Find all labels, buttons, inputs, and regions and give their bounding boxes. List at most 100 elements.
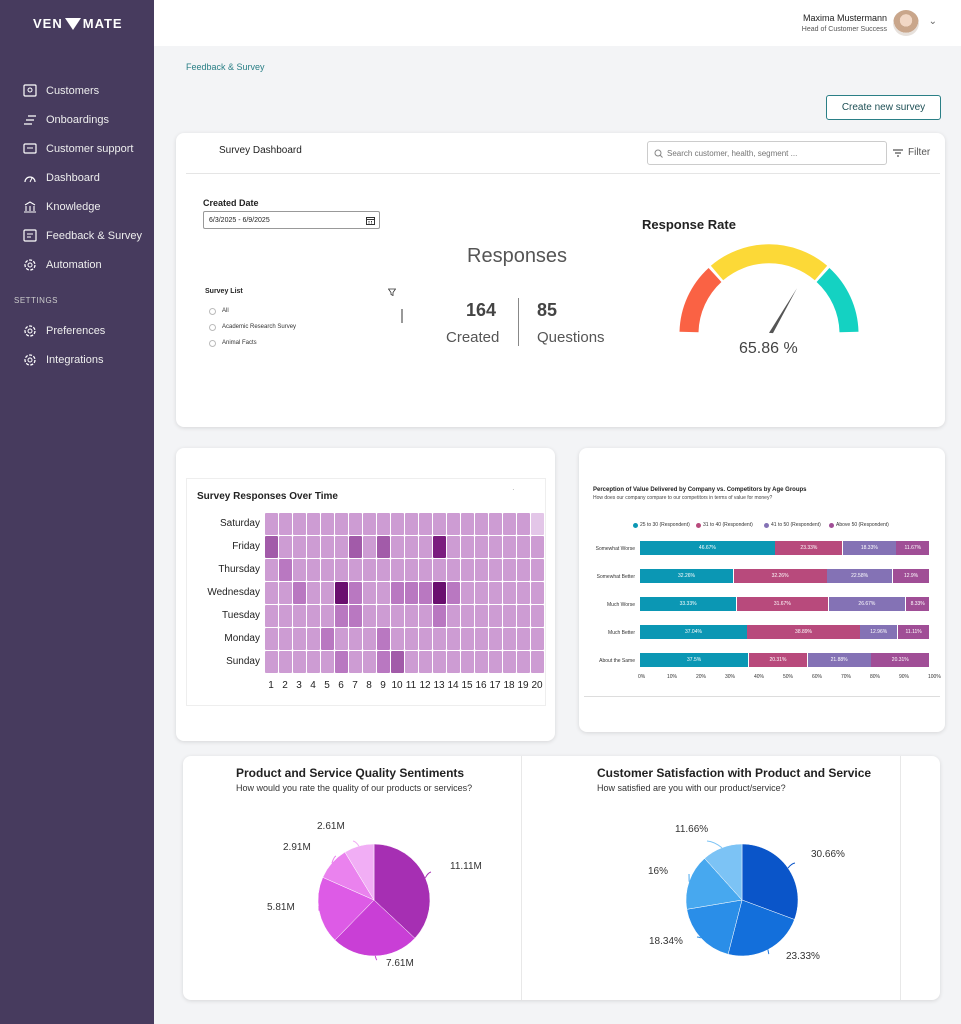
- heatmap-cell[interactable]: [265, 582, 278, 604]
- heatmap-cell[interactable]: [377, 628, 390, 650]
- heatmap-cell[interactable]: [405, 536, 418, 558]
- checkbox[interactable]: [209, 339, 216, 347]
- survey-list-item[interactable]: Animal Facts: [209, 335, 296, 351]
- heatmap-cell[interactable]: [433, 536, 446, 558]
- nav-item-automation[interactable]: Automation: [22, 250, 152, 279]
- nav-item-customers[interactable]: Customers: [22, 76, 152, 105]
- bar-segment[interactable]: 11.11%: [897, 625, 930, 639]
- heatmap-cell[interactable]: [419, 605, 432, 627]
- heatmap-cell[interactable]: [517, 651, 530, 673]
- heatmap-cell[interactable]: [405, 559, 418, 581]
- bar-segment[interactable]: 37.04%: [640, 625, 747, 639]
- nav-item-integrations[interactable]: Integrations: [22, 345, 152, 374]
- bar-segment[interactable]: 38.89%: [747, 625, 860, 639]
- heatmap-cell[interactable]: [363, 559, 376, 581]
- heatmap-cell[interactable]: [475, 559, 488, 581]
- heatmap-cell[interactable]: [461, 513, 474, 535]
- heatmap-cell[interactable]: [377, 582, 390, 604]
- heatmap-cell[interactable]: [335, 605, 348, 627]
- heatmap-cell[interactable]: [307, 605, 320, 627]
- bar-segment[interactable]: 46.67%: [640, 541, 775, 555]
- heatmap-cell[interactable]: [503, 605, 516, 627]
- bar-segment[interactable]: 31.67%: [736, 597, 828, 611]
- heatmap-cell[interactable]: [447, 536, 460, 558]
- nav-item-preferences[interactable]: Preferences: [22, 316, 152, 345]
- heatmap-cell[interactable]: [433, 559, 446, 581]
- heatmap-cell[interactable]: [405, 651, 418, 673]
- heatmap-cell[interactable]: [517, 605, 530, 627]
- heatmap-cell[interactable]: [363, 536, 376, 558]
- heatmap-cell[interactable]: [419, 651, 432, 673]
- heatmap-cell[interactable]: [391, 582, 404, 604]
- bar-segment[interactable]: 37.5%: [640, 653, 749, 667]
- heatmap-cell[interactable]: [503, 513, 516, 535]
- heatmap-cell[interactable]: [335, 628, 348, 650]
- heatmap-cell[interactable]: [265, 559, 278, 581]
- heatmap-cell[interactable]: [335, 513, 348, 535]
- heatmap-cell[interactable]: [377, 651, 390, 673]
- heatmap-cell[interactable]: [419, 628, 432, 650]
- pie-slice[interactable]: [704, 843, 743, 901]
- nav-item-dashboard[interactable]: Dashboard: [22, 163, 152, 192]
- heatmap-cell[interactable]: [321, 513, 334, 535]
- heatmap-cell[interactable]: [335, 559, 348, 581]
- nav-item-knowledge[interactable]: Knowledge: [22, 192, 152, 221]
- legend-item[interactable]: 31 to 40 (Respondent): [696, 522, 753, 528]
- heatmap-cell[interactable]: [279, 582, 292, 604]
- brand-logo[interactable]: VEN MATE: [33, 16, 123, 31]
- bar-segment[interactable]: 23.33%: [775, 541, 843, 555]
- heatmap-cell[interactable]: [279, 536, 292, 558]
- heatmap-cell[interactable]: [377, 513, 390, 535]
- heatmap-cell[interactable]: [293, 582, 306, 604]
- heatmap-cell[interactable]: [503, 628, 516, 650]
- heatmap-cell[interactable]: [489, 559, 502, 581]
- heatmap-cell[interactable]: [363, 651, 376, 673]
- heatmap-cell[interactable]: [475, 582, 488, 604]
- heatmap-cell[interactable]: [447, 513, 460, 535]
- bar-segment[interactable]: 18.33%: [843, 541, 896, 555]
- heatmap-cell[interactable]: [335, 651, 348, 673]
- bar-segment[interactable]: 33.33%: [640, 597, 737, 611]
- heatmap-cell[interactable]: [461, 536, 474, 558]
- heatmap-cell[interactable]: [475, 651, 488, 673]
- heatmap-cell[interactable]: [405, 628, 418, 650]
- bar-segment[interactable]: 8.33%: [905, 597, 930, 611]
- heatmap-cell[interactable]: [517, 559, 530, 581]
- heatmap-cell[interactable]: [503, 582, 516, 604]
- heatmap-cell[interactable]: [531, 536, 544, 558]
- heatmap-cell[interactable]: [531, 605, 544, 627]
- heatmap-cell[interactable]: [475, 536, 488, 558]
- heatmap-cell[interactable]: [307, 628, 320, 650]
- bar-segment[interactable]: 32.26%: [640, 569, 734, 583]
- checkbox[interactable]: [209, 307, 216, 315]
- heatmap-cell[interactable]: [433, 582, 446, 604]
- heatmap-cell[interactable]: [489, 582, 502, 604]
- heatmap-cell[interactable]: [447, 651, 460, 673]
- bar-segment[interactable]: 21.88%: [807, 653, 871, 667]
- pie-slice[interactable]: [334, 899, 416, 957]
- heatmap-cell[interactable]: [461, 605, 474, 627]
- heatmap-cell[interactable]: [293, 605, 306, 627]
- user-info[interactable]: Maxima Mustermann Head of Customer Succe…: [802, 13, 887, 33]
- heatmap-cell[interactable]: [363, 582, 376, 604]
- heatmap-cell[interactable]: [307, 536, 320, 558]
- heatmap-cell[interactable]: [447, 628, 460, 650]
- heatmap-cell[interactable]: [265, 605, 278, 627]
- heatmap-cell[interactable]: [307, 582, 320, 604]
- heatmap-cell[interactable]: [279, 605, 292, 627]
- heatmap-cell[interactable]: [321, 559, 334, 581]
- breadcrumb[interactable]: Feedback & Survey: [186, 62, 265, 72]
- heatmap-cell[interactable]: [293, 651, 306, 673]
- nav-item-onboardings[interactable]: Onboardings: [22, 105, 152, 134]
- heatmap-cell[interactable]: [391, 651, 404, 673]
- heatmap-cell[interactable]: [531, 628, 544, 650]
- filter-funnel-icon[interactable]: [388, 288, 396, 296]
- survey-list-item[interactable]: Academic Research Survey: [209, 319, 296, 335]
- heatmap-cell[interactable]: [419, 582, 432, 604]
- heatmap-cell[interactable]: [447, 559, 460, 581]
- heatmap-cell[interactable]: [531, 651, 544, 673]
- heatmap-cell[interactable]: [265, 651, 278, 673]
- legend-item[interactable]: 41 to 50 (Respondent): [764, 522, 821, 528]
- bar-segment[interactable]: 20.31%: [748, 653, 808, 667]
- heatmap-cell[interactable]: [405, 513, 418, 535]
